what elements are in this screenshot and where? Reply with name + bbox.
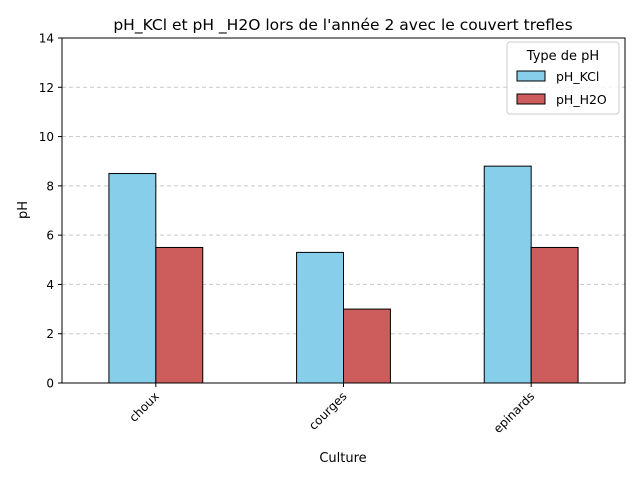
bar-pH_H2O-courges	[343, 308, 391, 384]
legend-title: Type de pH	[526, 49, 599, 64]
legend-label: pH_KCl	[556, 69, 599, 84]
y-tick-label: 4	[46, 278, 54, 292]
y-tick-label: 12	[39, 81, 54, 95]
x-axis-label: Culture	[319, 451, 366, 466]
bars-layer	[108, 165, 579, 384]
bar-pH_KCl-choux	[108, 173, 157, 384]
y-axis-label: pH	[16, 201, 31, 219]
y-tick-label: 14	[39, 32, 54, 46]
y-tick-label: 8	[46, 179, 54, 193]
legend-label: pH_H2O	[556, 92, 607, 107]
legend: Type de pH pH_KCl pH_H2O	[506, 41, 620, 115]
legend-swatch	[516, 93, 546, 105]
bar-pH_H2O-choux	[155, 246, 204, 384]
bar-pH_H2O-epinards	[530, 246, 579, 384]
y-tick-label: 10	[39, 130, 54, 144]
bar-pH_KCl-courges	[296, 251, 345, 384]
legend-swatch	[516, 70, 546, 82]
y-tick-label: 6	[46, 229, 54, 243]
bar-pH_KCl-epinards	[483, 165, 532, 384]
y-tick-label: 2	[46, 327, 54, 341]
y-tick-label: 0	[46, 377, 54, 391]
chart-title: pH_KCl et pH _H2O lors de l'année 2 avec…	[113, 16, 572, 35]
legend-items: pH_KCl pH_H2O	[516, 69, 607, 107]
plot-frame	[61, 37, 626, 384]
